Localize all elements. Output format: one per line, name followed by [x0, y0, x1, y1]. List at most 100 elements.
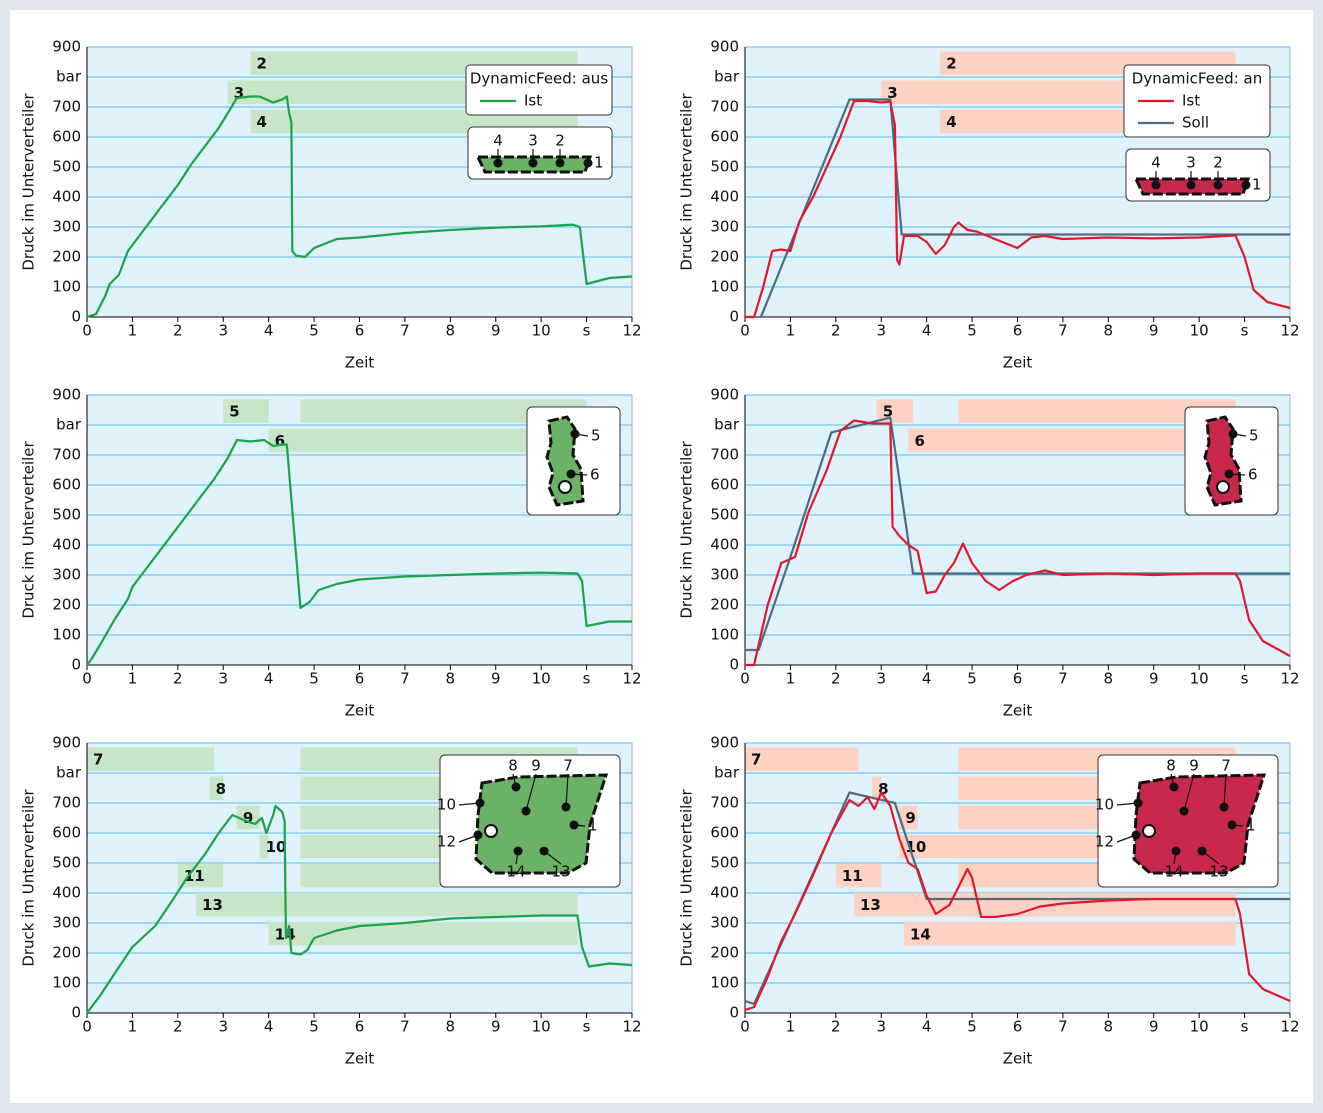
x-tick-label: 10	[532, 1018, 551, 1036]
legend-title: DynamicFeed: an	[1132, 70, 1262, 88]
x-tick-label: 8	[1104, 1018, 1114, 1036]
x-axis-label: Zeit	[1003, 1050, 1033, 1068]
x-tick-label: 5	[967, 670, 977, 688]
sensor-label: 8	[508, 757, 518, 775]
sensor-dot	[570, 429, 580, 439]
sensor-dot	[511, 782, 521, 792]
x-tick-label: 2	[831, 670, 841, 688]
sensor-label: 5	[591, 427, 601, 445]
y-axis-label: Druck im Unterverteiler	[678, 92, 696, 270]
y-tick-label: 900	[710, 734, 739, 752]
legend-label: Ist	[1182, 92, 1200, 110]
y-tick-label: 100	[710, 278, 739, 296]
part-hole	[484, 824, 498, 838]
sensor-label: 9	[531, 757, 541, 775]
x-tick-label: 5	[309, 1018, 319, 1036]
y-tick-label: 500	[710, 506, 739, 524]
y-tick-label: bar	[56, 764, 82, 782]
sensor-label: 14	[506, 863, 525, 881]
phase-band	[903, 922, 1236, 946]
part-hole	[1216, 480, 1230, 494]
inset: 8 9 7 10 1 12 14 13	[1095, 754, 1279, 888]
sensor-label: 1	[594, 154, 604, 172]
y-tick-label: 500	[710, 854, 739, 872]
phase-band	[268, 428, 587, 452]
y-tick-label: 500	[52, 158, 81, 176]
x-tick-label: 12	[1280, 1018, 1299, 1036]
y-tick-label: 700	[52, 98, 81, 116]
part-shape	[545, 415, 585, 507]
phase-band	[835, 863, 882, 888]
sensor-label: 10	[437, 796, 456, 814]
x-tick-label: 0	[740, 1018, 750, 1036]
phase-band	[259, 834, 269, 859]
sensor-label: 2	[555, 132, 565, 150]
y-tick-label: 100	[52, 974, 81, 992]
y-tick-label: 100	[52, 278, 81, 296]
x-tick-label: 6	[1013, 1018, 1023, 1036]
sensor-label: 6	[1248, 466, 1258, 484]
series-line	[745, 99, 1291, 319]
y-tick-label: 900	[710, 386, 739, 404]
sensor-dot	[1151, 180, 1161, 190]
series-line	[86, 95, 633, 319]
band-label: 13	[202, 896, 223, 914]
y-tick-label: 300	[710, 218, 739, 236]
series-line	[744, 791, 1290, 1006]
y-tick-label: 500	[710, 158, 739, 176]
x-tick-label: 0	[82, 670, 92, 688]
sensor-dot	[561, 802, 571, 812]
x-tick-label: 10	[1190, 1018, 1209, 1036]
y-tick-label: 200	[710, 944, 739, 962]
phase-band	[854, 893, 1236, 917]
y-axis-label: Druck im Unterverteiler	[20, 440, 38, 618]
sensor-dot	[1219, 802, 1229, 812]
y-tick-label: 600	[710, 128, 739, 146]
x-tick-label: 7	[400, 670, 410, 688]
x-tick-label: 0	[82, 322, 92, 340]
y-tick-label: 100	[52, 626, 81, 644]
y-tick-label: 600	[52, 824, 81, 842]
part-hole	[558, 480, 572, 494]
sensor-label: 3	[528, 132, 538, 150]
legend-title: DynamicFeed: aus	[470, 70, 608, 88]
phase-band	[177, 863, 224, 888]
y-tick-label: 400	[52, 536, 81, 554]
sensor-label: 7	[1221, 757, 1231, 775]
band-label: 6	[915, 432, 925, 450]
x-tick-label: s	[1241, 1018, 1249, 1036]
band-label: 5	[229, 403, 239, 421]
sensor-dot	[475, 798, 485, 808]
y-tick-label: 0	[71, 308, 81, 326]
x-tick-label: 7	[1058, 1018, 1068, 1036]
sensor-label: 13	[1209, 863, 1228, 881]
x-tick-label: 4	[264, 322, 274, 340]
x-axis-label: Zeit	[1003, 702, 1033, 720]
x-tick-label: 12	[622, 1018, 641, 1036]
x-tick-label: 8	[1104, 322, 1114, 340]
x-tick-label: 9	[491, 670, 501, 688]
sensor-dot	[569, 820, 579, 830]
phase-band	[872, 776, 882, 800]
band-label: 9	[905, 809, 915, 827]
legend-label: Ist	[524, 92, 542, 110]
sensor-dot	[1224, 469, 1234, 479]
y-tick-label: bar	[714, 416, 740, 434]
y-axis-label: Druck im Unterverteiler	[20, 92, 38, 270]
x-tick-label: s	[583, 1018, 591, 1036]
y-tick-label: 700	[52, 446, 81, 464]
x-tick-label: s	[1241, 322, 1249, 340]
legend-box	[1123, 64, 1271, 138]
sensor-label: 14	[1164, 863, 1183, 881]
x-tick-label: 1	[128, 322, 138, 340]
sensor-dot	[528, 158, 538, 168]
y-tick-label: 300	[52, 914, 81, 932]
phase-band	[223, 399, 269, 423]
y-tick-label: 400	[52, 884, 81, 902]
sensor-dot	[583, 158, 593, 168]
y-tick-label: 700	[52, 794, 81, 812]
sensor-dot	[1241, 180, 1251, 190]
x-tick-label: 7	[400, 322, 410, 340]
sensor-dot	[1228, 429, 1238, 439]
x-tick-label: 0	[82, 1018, 92, 1036]
